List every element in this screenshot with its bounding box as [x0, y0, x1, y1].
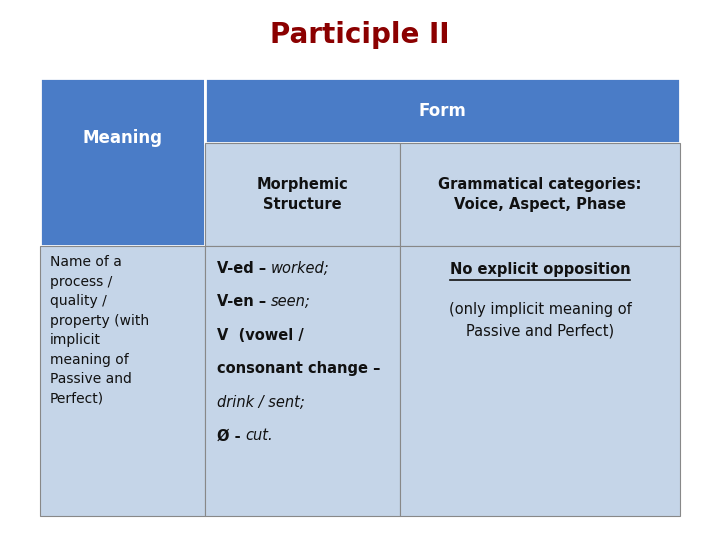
Text: V-ed –: V-ed – — [217, 261, 271, 276]
Text: drink / sent;: drink / sent; — [217, 395, 305, 410]
Text: Participle II: Participle II — [270, 21, 450, 49]
Text: Morphemic
Structure: Morphemic Structure — [256, 177, 348, 212]
Text: V-en –: V-en – — [217, 294, 271, 309]
Text: (only implicit meaning of
Passive and Perfect): (only implicit meaning of Passive and Pe… — [449, 302, 631, 339]
Text: Name of a
process /
quality /
property (with
implicit
meaning of
Passive and
Per: Name of a process / quality / property (… — [50, 255, 149, 406]
Bar — [400, 246, 680, 516]
Bar — [40, 246, 205, 516]
Text: Grammatical categories:
Voice, Aspect, Phase: Grammatical categories: Voice, Aspect, P… — [438, 177, 642, 212]
Text: seen;: seen; — [271, 294, 311, 309]
Bar — [205, 246, 400, 516]
Text: worked;: worked; — [271, 261, 330, 276]
Text: consonant change –: consonant change – — [217, 361, 380, 376]
Text: V  (vowel /: V (vowel / — [217, 328, 303, 343]
Text: Meaning: Meaning — [82, 129, 163, 147]
Bar — [205, 143, 400, 246]
Text: Ø -: Ø - — [217, 428, 246, 443]
Text: Form: Form — [419, 102, 467, 120]
Bar — [400, 143, 680, 246]
Bar — [205, 78, 680, 143]
Text: cut.: cut. — [246, 428, 273, 443]
Bar — [40, 78, 205, 246]
Text: No explicit opposition: No explicit opposition — [450, 262, 630, 277]
